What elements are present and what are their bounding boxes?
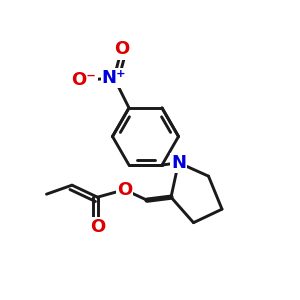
Text: O: O	[90, 218, 105, 236]
Text: O: O	[117, 181, 132, 199]
Text: N⁺: N⁺	[102, 69, 126, 87]
Text: N: N	[171, 154, 186, 172]
Text: O: O	[114, 40, 129, 58]
Text: O⁻: O⁻	[72, 71, 96, 89]
